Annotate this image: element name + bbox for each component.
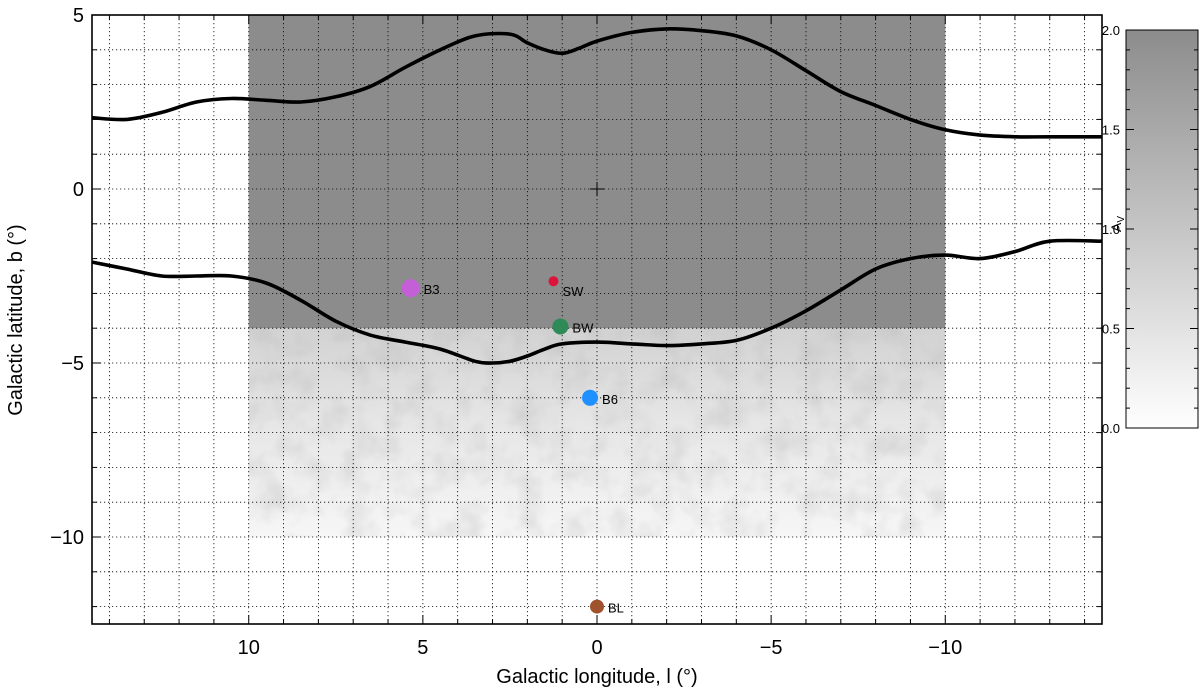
field-label-sw: SW — [562, 284, 584, 299]
field-marker-bl — [590, 599, 604, 614]
x-axis-title: Galactic longitude, l (°) — [496, 666, 697, 688]
field-marker-b6 — [582, 389, 599, 406]
colorbar-tick-label: 1.5 — [1102, 123, 1120, 138]
field-bw: BW — [552, 318, 594, 335]
field-marker-b3 — [401, 279, 420, 298]
x-tick-label: 10 — [238, 637, 260, 659]
field-b6: B6 — [582, 389, 618, 407]
field-b3: B3 — [401, 279, 440, 298]
y-axis-title: Galactic latitude, b (°) — [5, 224, 27, 415]
colorbar-ticks: 0.0 0.5 1.0 1.5 2.0 — [1102, 23, 1198, 436]
colorbar: 0.0 0.5 1.0 1.5 2.0 AV — [1102, 23, 1199, 436]
field-sw: SW — [548, 276, 584, 299]
contour-upper — [92, 27, 1102, 139]
y-tick-label: −5 — [61, 353, 84, 375]
colorbar-label: AV — [1108, 216, 1127, 232]
colorbar-gradient — [1125, 29, 1199, 429]
center-marker — [590, 182, 604, 196]
contour-lower — [92, 238, 1102, 365]
colorbar-tick-label: 2.0 — [1102, 23, 1120, 38]
y-tick-label: 0 — [73, 179, 84, 201]
field-label-bl: BL — [608, 601, 624, 616]
field-marker-bw — [552, 318, 569, 335]
x-tick-label: −5 — [760, 637, 783, 659]
field-label-b3: B3 — [424, 282, 440, 297]
y-tick-label: −10 — [50, 527, 84, 549]
x-tick-label: −10 — [928, 637, 962, 659]
field-markers: B3 SW BW B6 BL — [401, 182, 624, 616]
field-bl: BL — [590, 599, 624, 616]
colorbar-tick-label: 0.5 — [1102, 322, 1120, 337]
x-tick-label: 0 — [591, 637, 602, 659]
colorbar-tick-label: 1.0 — [1102, 222, 1120, 237]
y-tick-label: 5 — [73, 5, 84, 27]
field-label-bw: BW — [572, 320, 594, 335]
colorbar-tick-label: 0.0 — [1102, 421, 1120, 436]
axis-ticks: 10 5 0 −5 −10 5 0 −5 −10 — [50, 5, 1102, 659]
field-label-b6: B6 — [602, 392, 618, 407]
x-tick-label: 5 — [417, 637, 428, 659]
contours — [92, 27, 1102, 365]
field-marker-sw — [548, 276, 559, 287]
